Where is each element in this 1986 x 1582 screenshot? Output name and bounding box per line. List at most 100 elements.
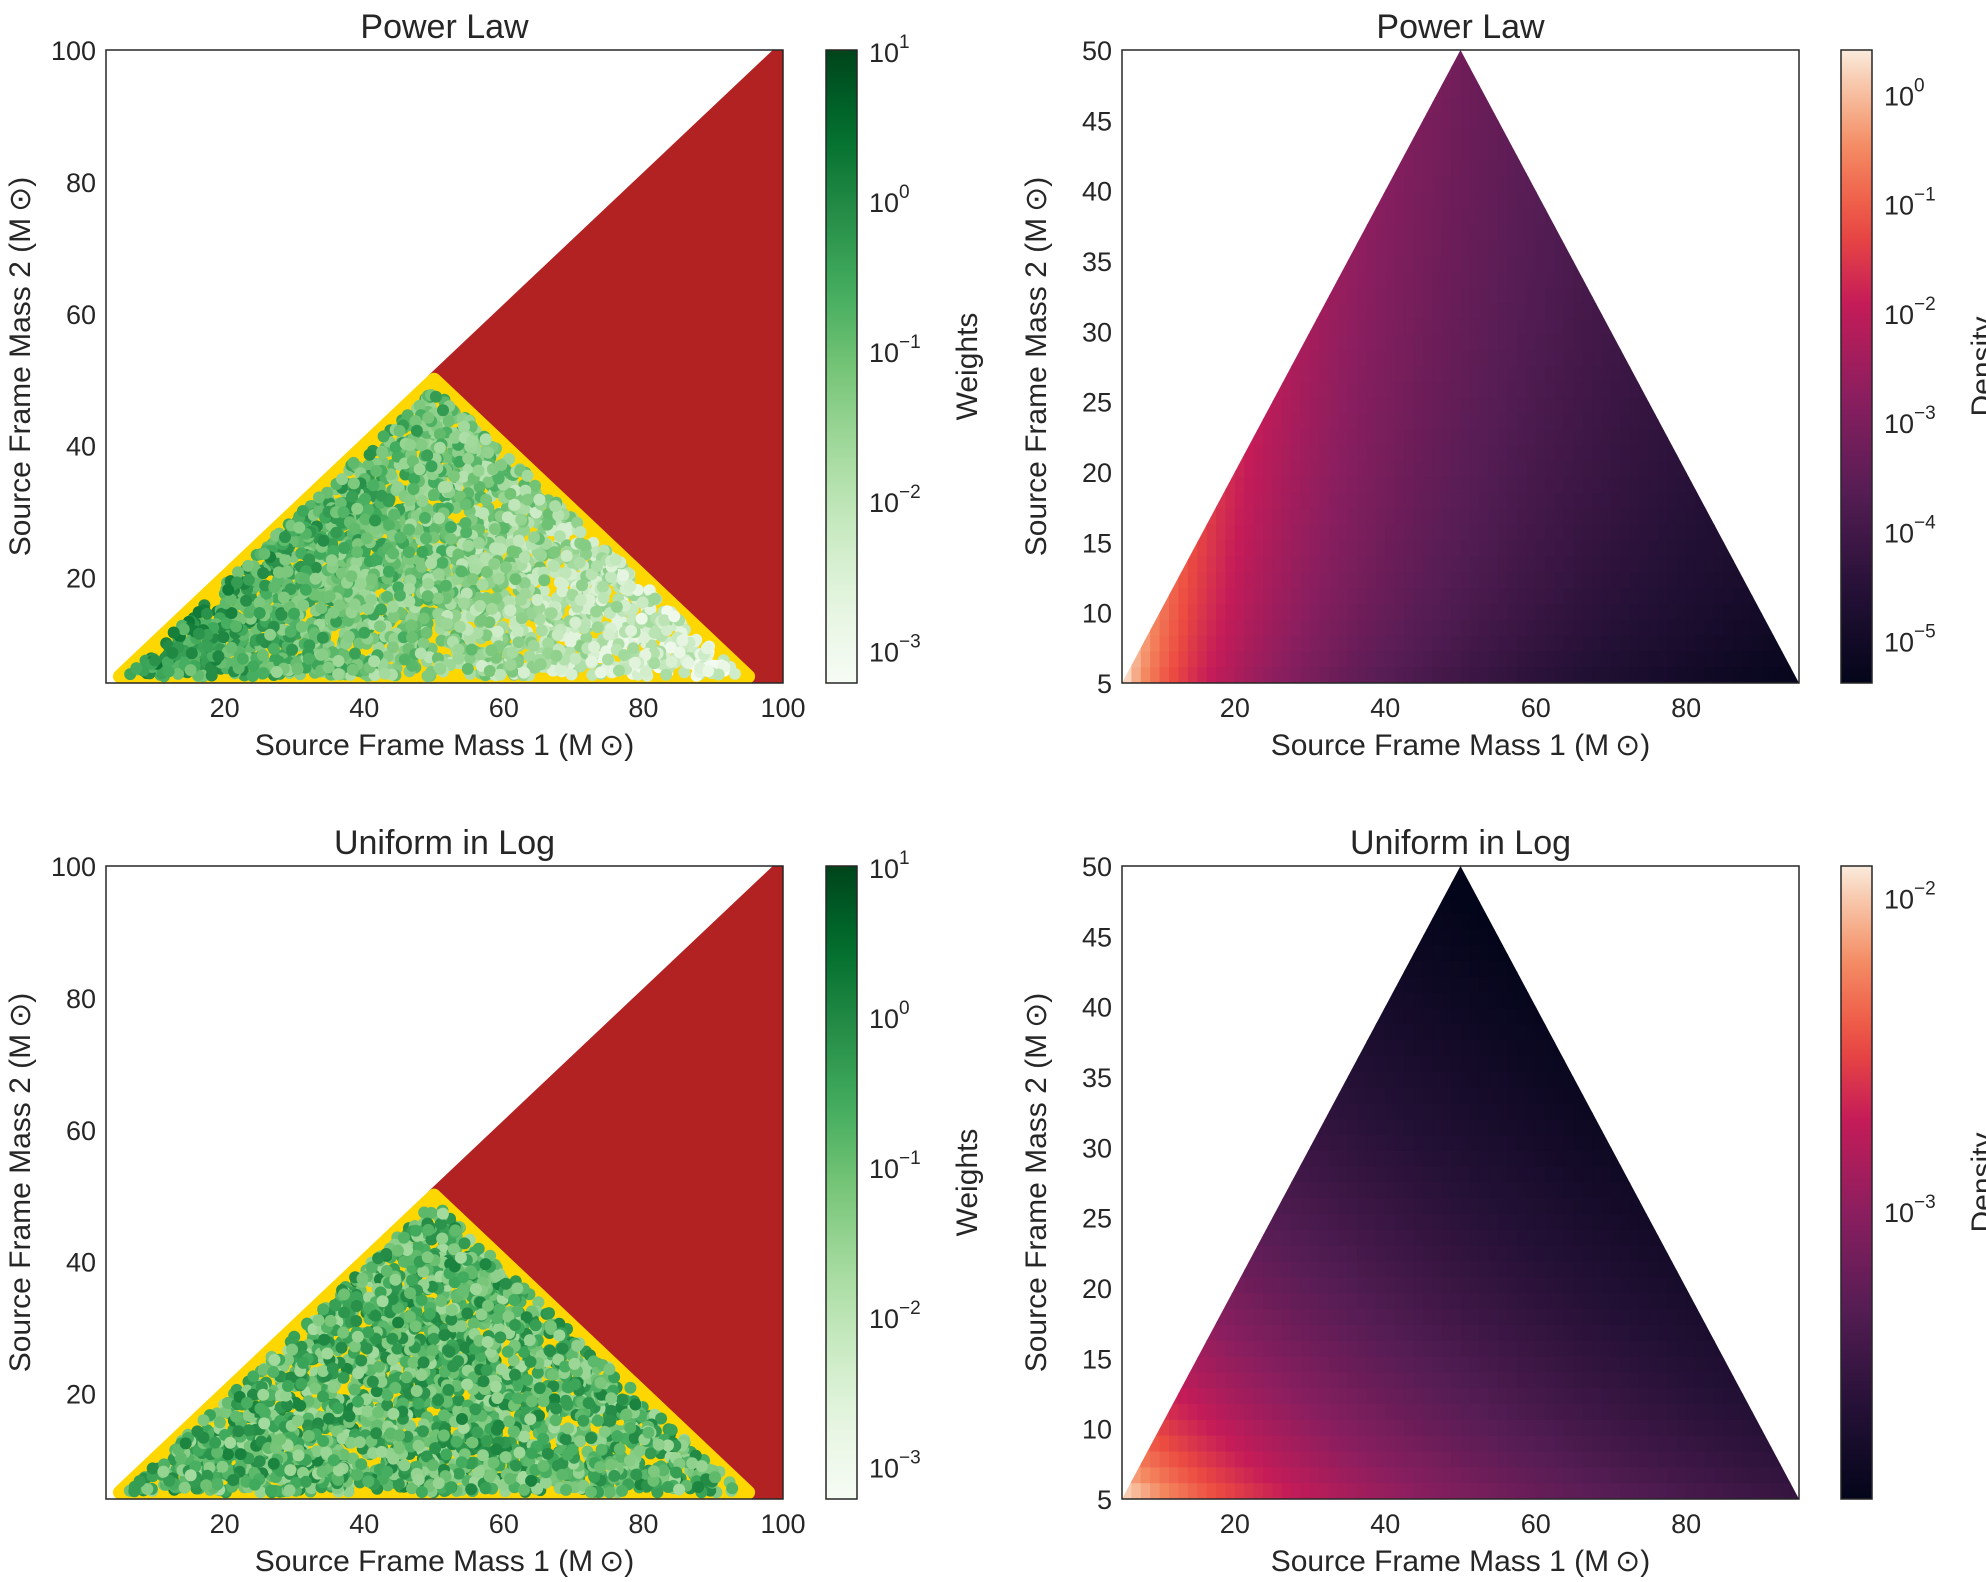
sample-point bbox=[609, 553, 622, 566]
sample-point bbox=[701, 642, 713, 655]
sample-point bbox=[548, 560, 560, 572]
sample-point bbox=[146, 1462, 159, 1475]
sample-point bbox=[507, 1354, 520, 1367]
sample-point bbox=[602, 653, 614, 666]
sample-point bbox=[362, 602, 375, 615]
x-tick-label: 100 bbox=[760, 693, 805, 723]
sample-point bbox=[521, 469, 534, 482]
sample-point bbox=[347, 456, 360, 469]
sample-point bbox=[431, 592, 444, 605]
sample-point bbox=[480, 493, 493, 506]
sample-point bbox=[351, 1468, 364, 1481]
sample-point bbox=[543, 1307, 555, 1320]
colorbar-tick-label: 10−4 bbox=[1884, 512, 1936, 548]
sample-point bbox=[232, 1425, 245, 1438]
sample-point bbox=[588, 641, 600, 653]
sample-point bbox=[388, 508, 401, 521]
sample-point bbox=[284, 583, 297, 596]
sample-point bbox=[490, 1269, 503, 1282]
sample-point bbox=[402, 546, 415, 559]
sample-point bbox=[236, 652, 249, 665]
y-tick-label: 30 bbox=[1082, 317, 1112, 347]
sample-point bbox=[185, 647, 198, 660]
sample-point bbox=[476, 578, 489, 591]
sample-point bbox=[242, 573, 255, 586]
sample-point bbox=[370, 465, 383, 477]
sample-point bbox=[391, 1301, 404, 1314]
sample-point bbox=[381, 1399, 394, 1412]
sample-point bbox=[257, 1388, 270, 1401]
sample-point bbox=[259, 579, 272, 592]
y-tick-label: 45 bbox=[1082, 106, 1112, 136]
sample-point bbox=[441, 617, 454, 630]
sample-point bbox=[338, 1288, 350, 1301]
sample-point bbox=[434, 1217, 447, 1230]
y-tick-label: 35 bbox=[1082, 247, 1112, 277]
sample-point bbox=[405, 619, 418, 632]
sample-point bbox=[317, 534, 330, 547]
sample-point bbox=[284, 625, 297, 638]
sample-point bbox=[625, 624, 638, 637]
sample-point bbox=[506, 646, 519, 659]
sample-point bbox=[673, 646, 686, 659]
sample-point bbox=[462, 539, 475, 552]
x-tick-label: 80 bbox=[1671, 693, 1701, 723]
sample-point bbox=[351, 546, 364, 559]
colorbar-gradient bbox=[1840, 49, 1873, 684]
sample-point bbox=[644, 1447, 657, 1460]
sample-point bbox=[485, 644, 498, 657]
sample-point bbox=[358, 626, 371, 639]
sample-point bbox=[490, 1443, 503, 1456]
sample-point bbox=[702, 665, 715, 678]
sample-point bbox=[538, 574, 551, 587]
sample-point bbox=[445, 1313, 458, 1326]
sample-point bbox=[551, 628, 564, 641]
colorbar-tick-label: 10−1 bbox=[869, 332, 921, 368]
sample-point bbox=[382, 519, 395, 531]
sample-point bbox=[343, 1410, 356, 1423]
sample-point bbox=[541, 518, 554, 531]
sample-point bbox=[387, 611, 400, 623]
sample-point bbox=[518, 551, 531, 564]
y-tick-label: 40 bbox=[1082, 177, 1112, 207]
sample-point bbox=[417, 637, 430, 650]
sample-point bbox=[370, 1385, 383, 1398]
sample-point bbox=[580, 632, 593, 644]
sample-point bbox=[490, 592, 503, 605]
sample-point bbox=[316, 648, 329, 661]
sample-point bbox=[459, 517, 472, 530]
sample-point bbox=[591, 621, 604, 634]
sample-point bbox=[521, 1373, 534, 1386]
sample-point bbox=[298, 573, 311, 586]
sample-point bbox=[417, 1425, 429, 1438]
y-tick-label: 5 bbox=[1097, 669, 1112, 699]
sample-point bbox=[527, 639, 540, 652]
sample-point bbox=[221, 1448, 234, 1461]
sample-point bbox=[624, 580, 637, 593]
sample-point bbox=[279, 553, 292, 566]
sample-point bbox=[520, 1311, 533, 1324]
sample-point bbox=[602, 628, 615, 641]
sample-point bbox=[534, 658, 547, 671]
sample-point bbox=[444, 521, 457, 534]
sample-point bbox=[409, 415, 422, 428]
sample-point bbox=[192, 627, 205, 640]
sample-point bbox=[376, 446, 389, 459]
sample-point bbox=[303, 553, 316, 566]
sample-point bbox=[585, 655, 598, 668]
sample-point bbox=[467, 1317, 480, 1330]
sample-point bbox=[452, 1467, 465, 1480]
sample-point bbox=[479, 552, 492, 565]
sample-point bbox=[327, 606, 340, 619]
sample-point bbox=[433, 441, 446, 454]
sample-point bbox=[362, 503, 375, 516]
sample-point bbox=[416, 546, 429, 558]
sample-point bbox=[660, 624, 673, 636]
sample-point bbox=[275, 608, 288, 621]
sample-point bbox=[518, 502, 531, 515]
sample-point bbox=[270, 666, 283, 678]
sample-point bbox=[201, 607, 213, 620]
sample-point bbox=[231, 576, 243, 589]
sample-point bbox=[462, 452, 475, 465]
sample-point bbox=[408, 472, 421, 485]
